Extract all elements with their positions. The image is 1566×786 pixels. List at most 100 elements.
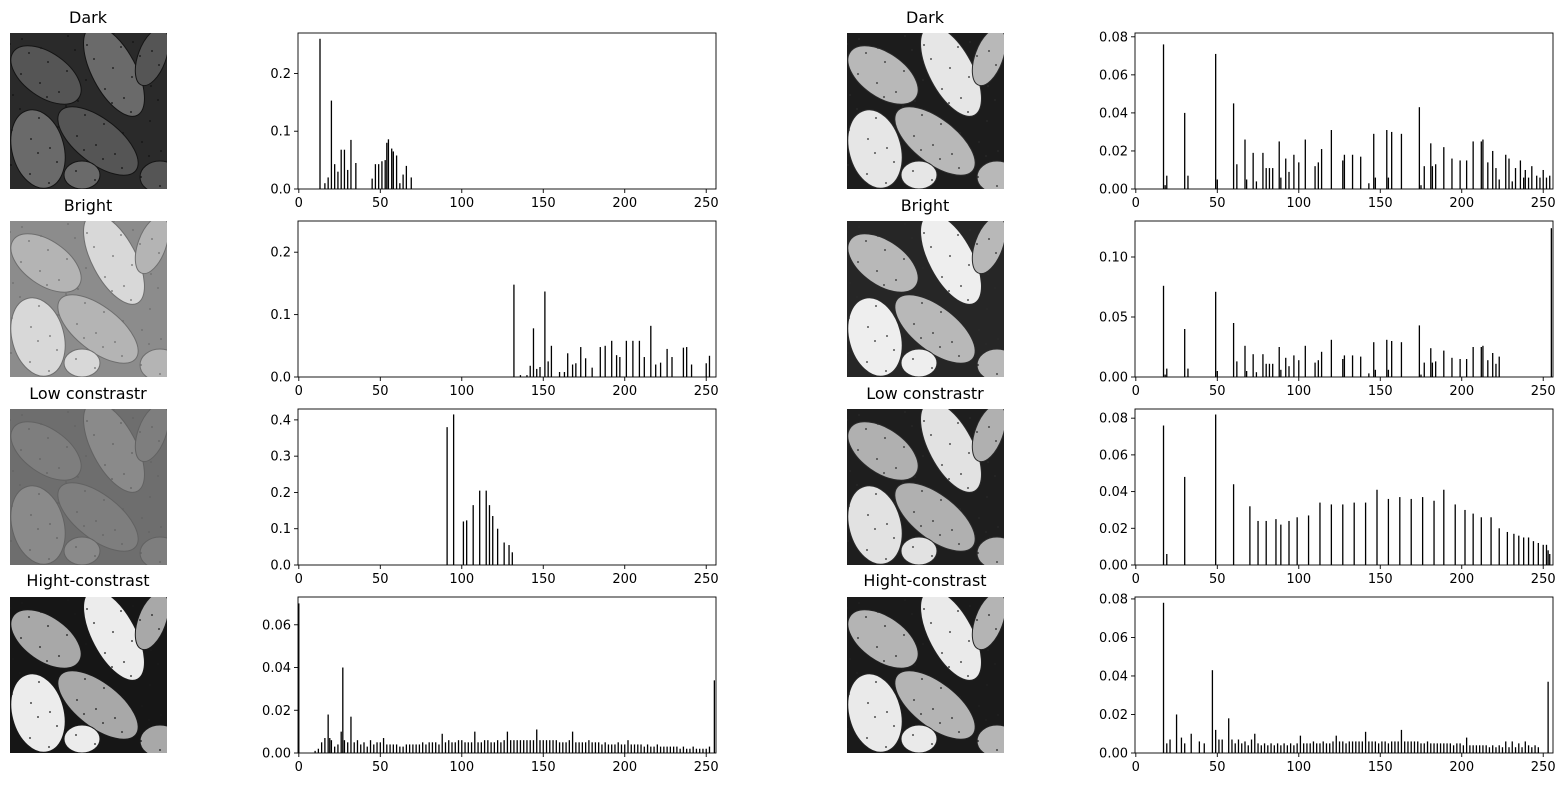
seed-speckle	[949, 67, 951, 69]
histogram-bar	[1244, 345, 1246, 377]
seed-speckle	[47, 437, 49, 439]
x-tick-label: 50	[1209, 384, 1226, 399]
histogram-bar	[441, 733, 443, 753]
seed-speckle	[847, 607, 848, 609]
seed-speckle	[849, 282, 851, 284]
seed-speckle	[903, 634, 905, 636]
histogram-bar	[1397, 741, 1399, 753]
y-tick-label: 0.4	[270, 413, 291, 428]
seed-shape	[134, 409, 167, 463]
x-tick-label: 200	[1449, 196, 1474, 211]
x-tick-label: 200	[612, 572, 637, 587]
histogram-bar	[552, 740, 554, 753]
histogram-bar	[672, 746, 675, 753]
histogram-bar	[1487, 162, 1489, 189]
histogram-bar	[1508, 158, 1510, 189]
seed-speckle	[895, 91, 897, 93]
histogram-bar	[1343, 355, 1346, 377]
histogram-bar	[1312, 741, 1315, 753]
histogram-bar	[640, 744, 642, 753]
histogram-bar	[1519, 160, 1522, 189]
histogram-bar	[1495, 747, 1497, 753]
histogram-bar	[1228, 718, 1230, 753]
seed-speckle	[148, 719, 150, 721]
histogram-bar	[314, 750, 316, 753]
histogram-bar	[1255, 372, 1258, 377]
histogram-bar	[594, 742, 597, 753]
seed-shape	[10, 297, 66, 377]
seed-shape	[971, 597, 1004, 651]
histogram-bar	[1368, 741, 1370, 753]
seed-speckle	[46, 660, 48, 662]
histogram-bar	[692, 746, 694, 753]
seed-speckle	[159, 373, 161, 375]
seed-speckle	[969, 229, 971, 231]
seed-speckle	[46, 472, 48, 474]
seed-speckle	[995, 440, 997, 442]
histogram-bar	[1482, 745, 1484, 753]
seed-speckle	[913, 135, 915, 137]
seed-speckle	[139, 431, 141, 433]
seed-speckle	[876, 270, 878, 272]
seed-speckle	[28, 240, 30, 242]
seed-speckle	[30, 514, 32, 516]
histogram-bar	[347, 169, 349, 189]
seed-shape	[847, 297, 903, 377]
histogram-bar	[1527, 177, 1530, 189]
seed-speckle	[19, 296, 21, 298]
histogram-bar	[418, 744, 421, 753]
histogram-bar	[337, 744, 339, 753]
seed-shape	[139, 724, 167, 753]
histogram-bar	[1232, 323, 1235, 377]
histogram-bar	[1524, 741, 1526, 753]
histogram-bar	[1166, 743, 1168, 753]
seed-speckle	[120, 610, 122, 612]
seed-speckle	[847, 352, 849, 354]
histogram-bar	[1288, 171, 1290, 189]
histogram-bar	[1462, 745, 1465, 753]
seed-speckle	[11, 129, 13, 131]
histogram-bar	[343, 149, 346, 189]
histogram-bar	[327, 177, 329, 189]
histogram-bar	[1299, 735, 1302, 753]
y-tick-label: 0.0	[270, 559, 291, 574]
seed-speckle	[19, 672, 21, 674]
histogram-bar	[1166, 175, 1168, 189]
histogram-bar	[1351, 154, 1354, 189]
x-tick-label: 100	[449, 196, 474, 211]
histogram-bar	[1298, 162, 1300, 189]
y-tick-label: 0.1	[270, 125, 291, 140]
y-tick-label: 0.04	[1099, 485, 1128, 500]
seed-speckle	[130, 111, 132, 113]
histogram-bar	[1304, 139, 1306, 189]
seed-speckle	[150, 273, 152, 275]
histogram-bar	[1387, 369, 1390, 377]
seed-speckle	[94, 179, 96, 181]
seed-speckle	[997, 150, 999, 152]
seed-speckle	[74, 425, 76, 427]
seed-speckle	[895, 467, 897, 469]
histogram-bar	[1257, 743, 1259, 753]
x-tick-label: 250	[1531, 196, 1556, 211]
seed-speckle	[121, 731, 123, 733]
seed-speckle	[884, 249, 886, 251]
y-tick-label: 0.04	[262, 661, 291, 676]
histogram-bar	[526, 740, 528, 753]
x-tick-label: 0	[1132, 572, 1140, 587]
histogram-bar	[708, 746, 711, 753]
seed-speckle	[83, 149, 85, 151]
histogram-bar	[1252, 354, 1254, 377]
seed-speckle	[948, 290, 950, 292]
seed-speckle	[921, 490, 923, 492]
seed-speckle	[914, 288, 916, 290]
histogram-bar	[454, 742, 456, 753]
seed-shape	[900, 348, 938, 377]
histogram-bar	[555, 740, 557, 753]
histogram-bar	[1423, 166, 1425, 189]
seed-speckle	[877, 47, 879, 49]
histogram-bar	[1536, 175, 1538, 189]
y-tick-label: 0.05	[1099, 311, 1128, 326]
histogram-bar	[656, 744, 658, 753]
seed-shape	[139, 348, 167, 377]
histogram-bar	[1549, 175, 1551, 189]
